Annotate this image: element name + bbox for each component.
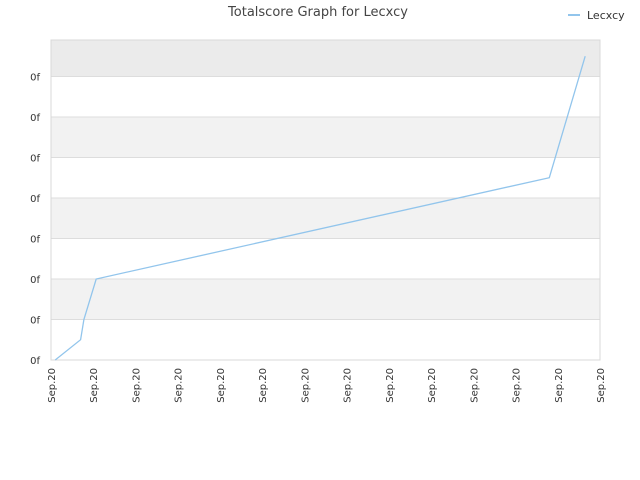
plot-frame: [50, 39, 601, 361]
series-layer: [54, 56, 586, 361]
x-tick-label: Sep.20: [554, 368, 565, 403]
legend: Lecxcy: [568, 9, 625, 22]
y-axis: 0f 0f 0f 0f 0f 0f 0f 0f: [30, 72, 40, 367]
x-tick-label: Sep.20: [174, 368, 185, 403]
plot-background: [51, 40, 600, 360]
x-tick-label: Sep.20: [47, 368, 58, 403]
plot-band: [51, 157, 600, 198]
plot-band: [51, 76, 600, 117]
x-tick-label: Sep.20: [89, 368, 100, 403]
plot-band: [51, 40, 600, 77]
x-tick-label: Sep.20: [216, 368, 227, 403]
plot-band: [51, 319, 600, 360]
plot-band: [51, 116, 600, 158]
x-tick-label: Sep.20: [343, 368, 354, 403]
x-tick-label: Sep.20: [512, 368, 523, 403]
x-tick-label: Sep.20: [258, 368, 269, 403]
x-tick-label: Sep.20: [469, 368, 480, 403]
x-tick-label: Sep.20: [596, 368, 607, 403]
x-tick-label: Sep.20: [385, 368, 396, 403]
x-axis: Sep.20 Sep.20 Sep.20 Sep.20 Sep.20 Sep.20 Sep.…: [47, 368, 607, 403]
chart-title: Totalscore Graph for Lecxcy: [227, 5, 408, 20]
x-tick-label: Sep.20: [300, 368, 311, 403]
plot-band: [51, 197, 600, 239]
y-tick-label: 0f: [30, 113, 40, 124]
y-tick-label: 0f: [30, 234, 40, 245]
y-tick-label: 0f: [30, 315, 40, 326]
y-tick-label: 0f: [30, 194, 40, 205]
plot-band: [51, 278, 600, 320]
y-tick-label: 0f: [30, 275, 40, 286]
series-line: [54, 56, 586, 361]
x-tick-label: Sep.20: [427, 368, 438, 403]
legend-label: Lecxcy: [587, 9, 625, 22]
y-tick-label: 0f: [30, 72, 40, 83]
y-tick-label: 0f: [30, 153, 40, 164]
x-tick-label: Sep.20: [131, 368, 142, 403]
y-tick-label: 0f: [30, 356, 40, 367]
plot-band: [51, 238, 600, 279]
